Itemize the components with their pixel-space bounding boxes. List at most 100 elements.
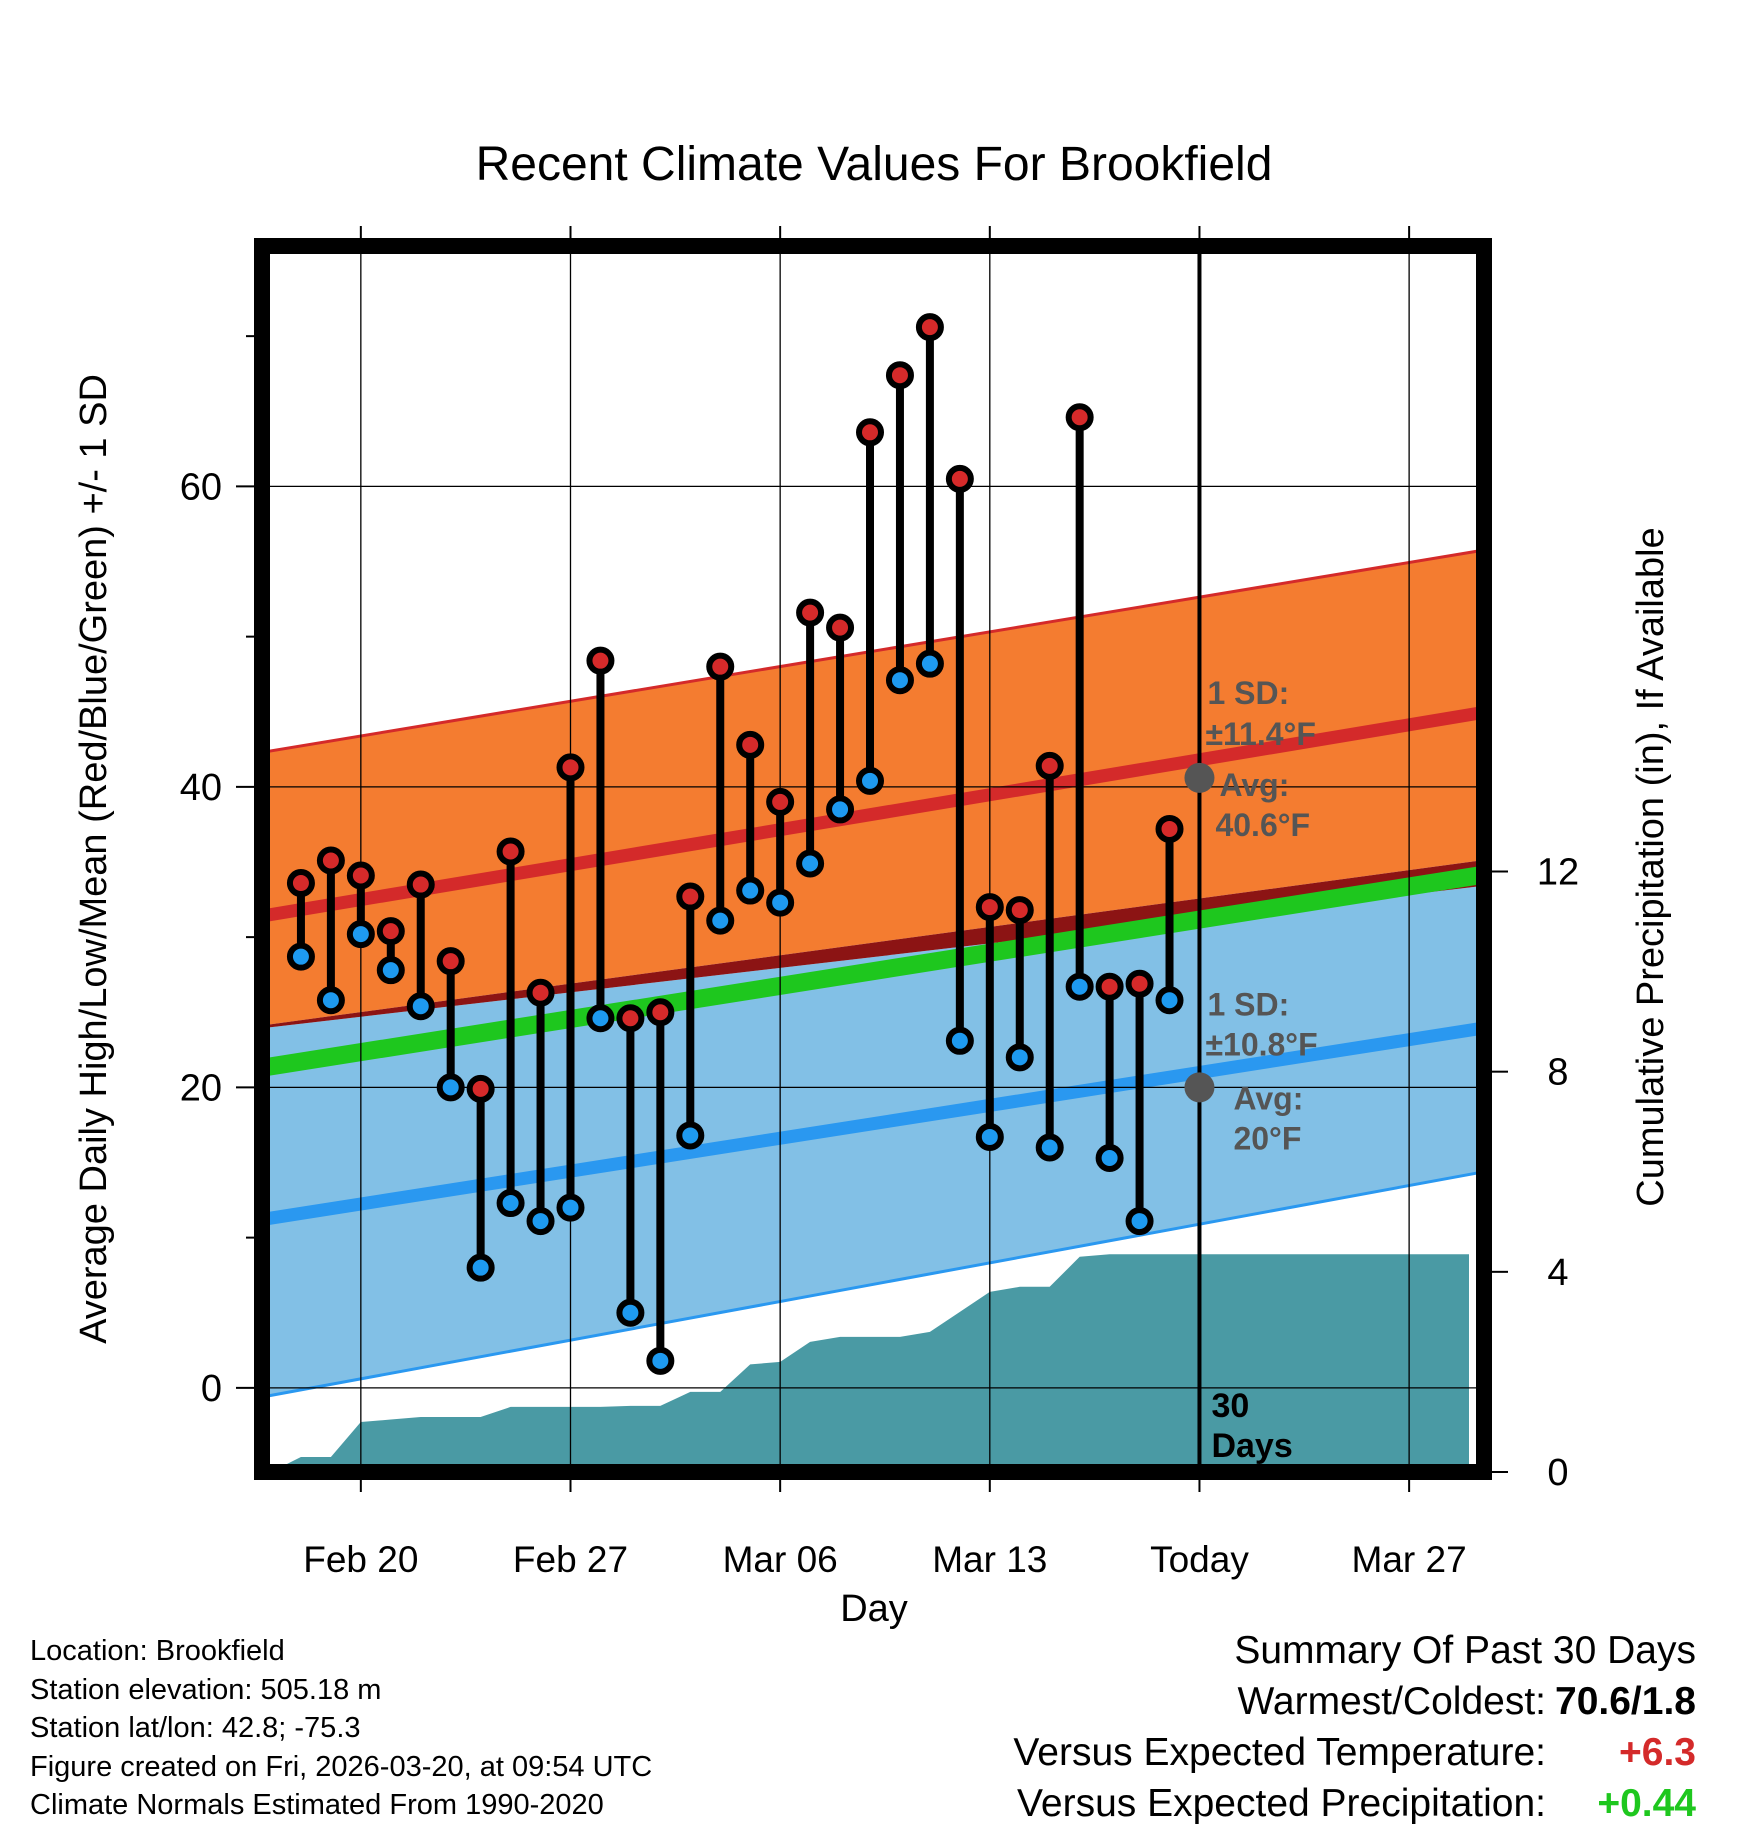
daily-high-point [1035,751,1064,780]
daily-low-point [1005,1043,1034,1072]
low-avg-today-marker [1184,1072,1215,1103]
x-tick-label: Mar 13 [932,1539,1047,1580]
daily-high-point [796,598,825,627]
normal-mean-line [262,865,1484,1077]
x-tick-label: Feb 20 [303,1539,418,1580]
high-avg-label: Avg: [1219,767,1289,803]
daily-high-point [706,652,735,681]
temp-vs-expected-value: +6.3 [1619,1731,1696,1774]
normal-high-avg-line [262,705,1484,923]
daily-high-point [376,917,405,946]
daily-high-point [466,1074,495,1103]
low-avg-label: Avg: [1233,1080,1303,1116]
x-tick-label: Mar 27 [1352,1539,1467,1580]
high-sd-value: ±11.4°F [1205,716,1315,752]
elevation-text: Station elevation: 505.18 m [30,1673,382,1706]
high-avg-today-marker [1184,762,1215,793]
temp-vs-expected-label: Versus Expected Temperature: [1013,1731,1546,1774]
y2-axis-label: Cumulative Precipitation (in), If Availa… [1630,527,1672,1206]
daily-low-point [1095,1143,1124,1172]
daily-high-point [766,787,795,816]
daily-high-point [346,861,375,890]
daily-low-point [316,986,345,1015]
y2-tick-label: 4 [1547,1252,1568,1294]
daily-low-point [1125,1207,1154,1236]
x-tick-label: Feb 27 [513,1539,628,1580]
warmest-coldest-label: Warmest/Coldest: [1237,1680,1546,1723]
summary-title: Summary Of Past 30 Days [1234,1629,1696,1672]
daily-high-point [1005,896,1034,925]
daily-high-point [975,893,1004,922]
low-sd-label: 1 SD: [1207,986,1289,1022]
daily-low-point [286,942,315,971]
daily-low-point [706,906,735,935]
daily-low-point [346,920,375,949]
x-tick-label: Mar 06 [723,1539,838,1580]
y-tick-label: 0 [201,1368,222,1410]
location-text: Location: Brookfield [30,1635,285,1667]
daily-low-point [406,992,435,1021]
daily-low-point [586,1004,615,1033]
daily-low-point [646,1346,675,1375]
daily-high-point [1125,969,1154,998]
period-label: Days [1211,1427,1292,1465]
daily-low-point [616,1298,645,1327]
daily-high-point [436,947,465,976]
daily-low-point [856,766,885,795]
daily-high-point [1095,972,1124,1001]
daily-low-point [1065,972,1094,1001]
station-info: Location: Brookfield Station elevation: … [30,1632,652,1825]
high-avg-value: 40.6°F [1215,807,1310,843]
daily-low-point [526,1207,555,1236]
x-axis-label: Day [840,1588,908,1630]
precip-vs-expected-label: Versus Expected Precipitation: [1017,1782,1546,1825]
daily-high-point [616,1004,645,1033]
daily-high-point [286,869,315,898]
daily-high-point [736,730,765,759]
daily-low-point [376,956,405,985]
plot-frame [254,238,1492,1480]
chart-title: Recent Climate Values For Brookfield [476,138,1273,191]
y-tick-label: 40 [180,767,222,809]
daily-high-point [826,613,855,642]
summary-panel: Summary Of Past 30 Days Warmest/Coldest:… [1013,1625,1696,1829]
daily-low-point [826,795,855,824]
created-text: Figure created on Fri, 2026-03-20, at 09… [30,1750,653,1783]
daily-low-point [1035,1133,1064,1162]
normal-low-lower-edge [262,1170,1484,1399]
daily-low-point [915,649,944,678]
daily-high-point [1155,814,1184,843]
y-axis-label: Average Daily High/Low/Mean (Red/Blue/Gr… [73,374,115,1344]
daily-high-point [556,753,585,782]
low-avg-value: 20°F [1233,1120,1301,1156]
latlon-text: Station lat/lon: 42.8; -75.3 [30,1712,361,1744]
daily-low-point [1155,986,1184,1015]
daily-low-point [766,888,795,917]
daily-high-point [496,837,525,866]
daily-low-point [676,1121,705,1150]
daily-high-point [1065,403,1094,432]
y-tick-label: 20 [180,1067,222,1109]
daily-low-point [945,1026,974,1055]
daily-low-point [796,849,825,878]
y-tick-label: 60 [180,466,222,508]
daily-low-point [466,1253,495,1282]
daily-high-point [856,418,885,447]
normal-low-avg-line [262,1021,1484,1227]
daily-low-point [496,1189,525,1218]
y2-tick-label: 8 [1547,1052,1568,1094]
daily-high-point [885,361,914,390]
daily-low-point [975,1122,1004,1151]
daily-low-point [736,876,765,905]
daily-high-point [646,998,675,1027]
y2-tick-label: 12 [1537,852,1579,894]
precip-vs-expected-value: +0.44 [1597,1782,1696,1825]
x-tick-label: Today [1150,1539,1249,1580]
warmest-coldest-value: 70.6/1.8 [1555,1680,1696,1723]
high-sd-label: 1 SD: [1207,675,1289,711]
period-label: 30 [1211,1387,1249,1425]
daily-low-point [436,1073,465,1102]
daily-high-point [406,870,435,899]
daily-high-point [586,646,615,675]
